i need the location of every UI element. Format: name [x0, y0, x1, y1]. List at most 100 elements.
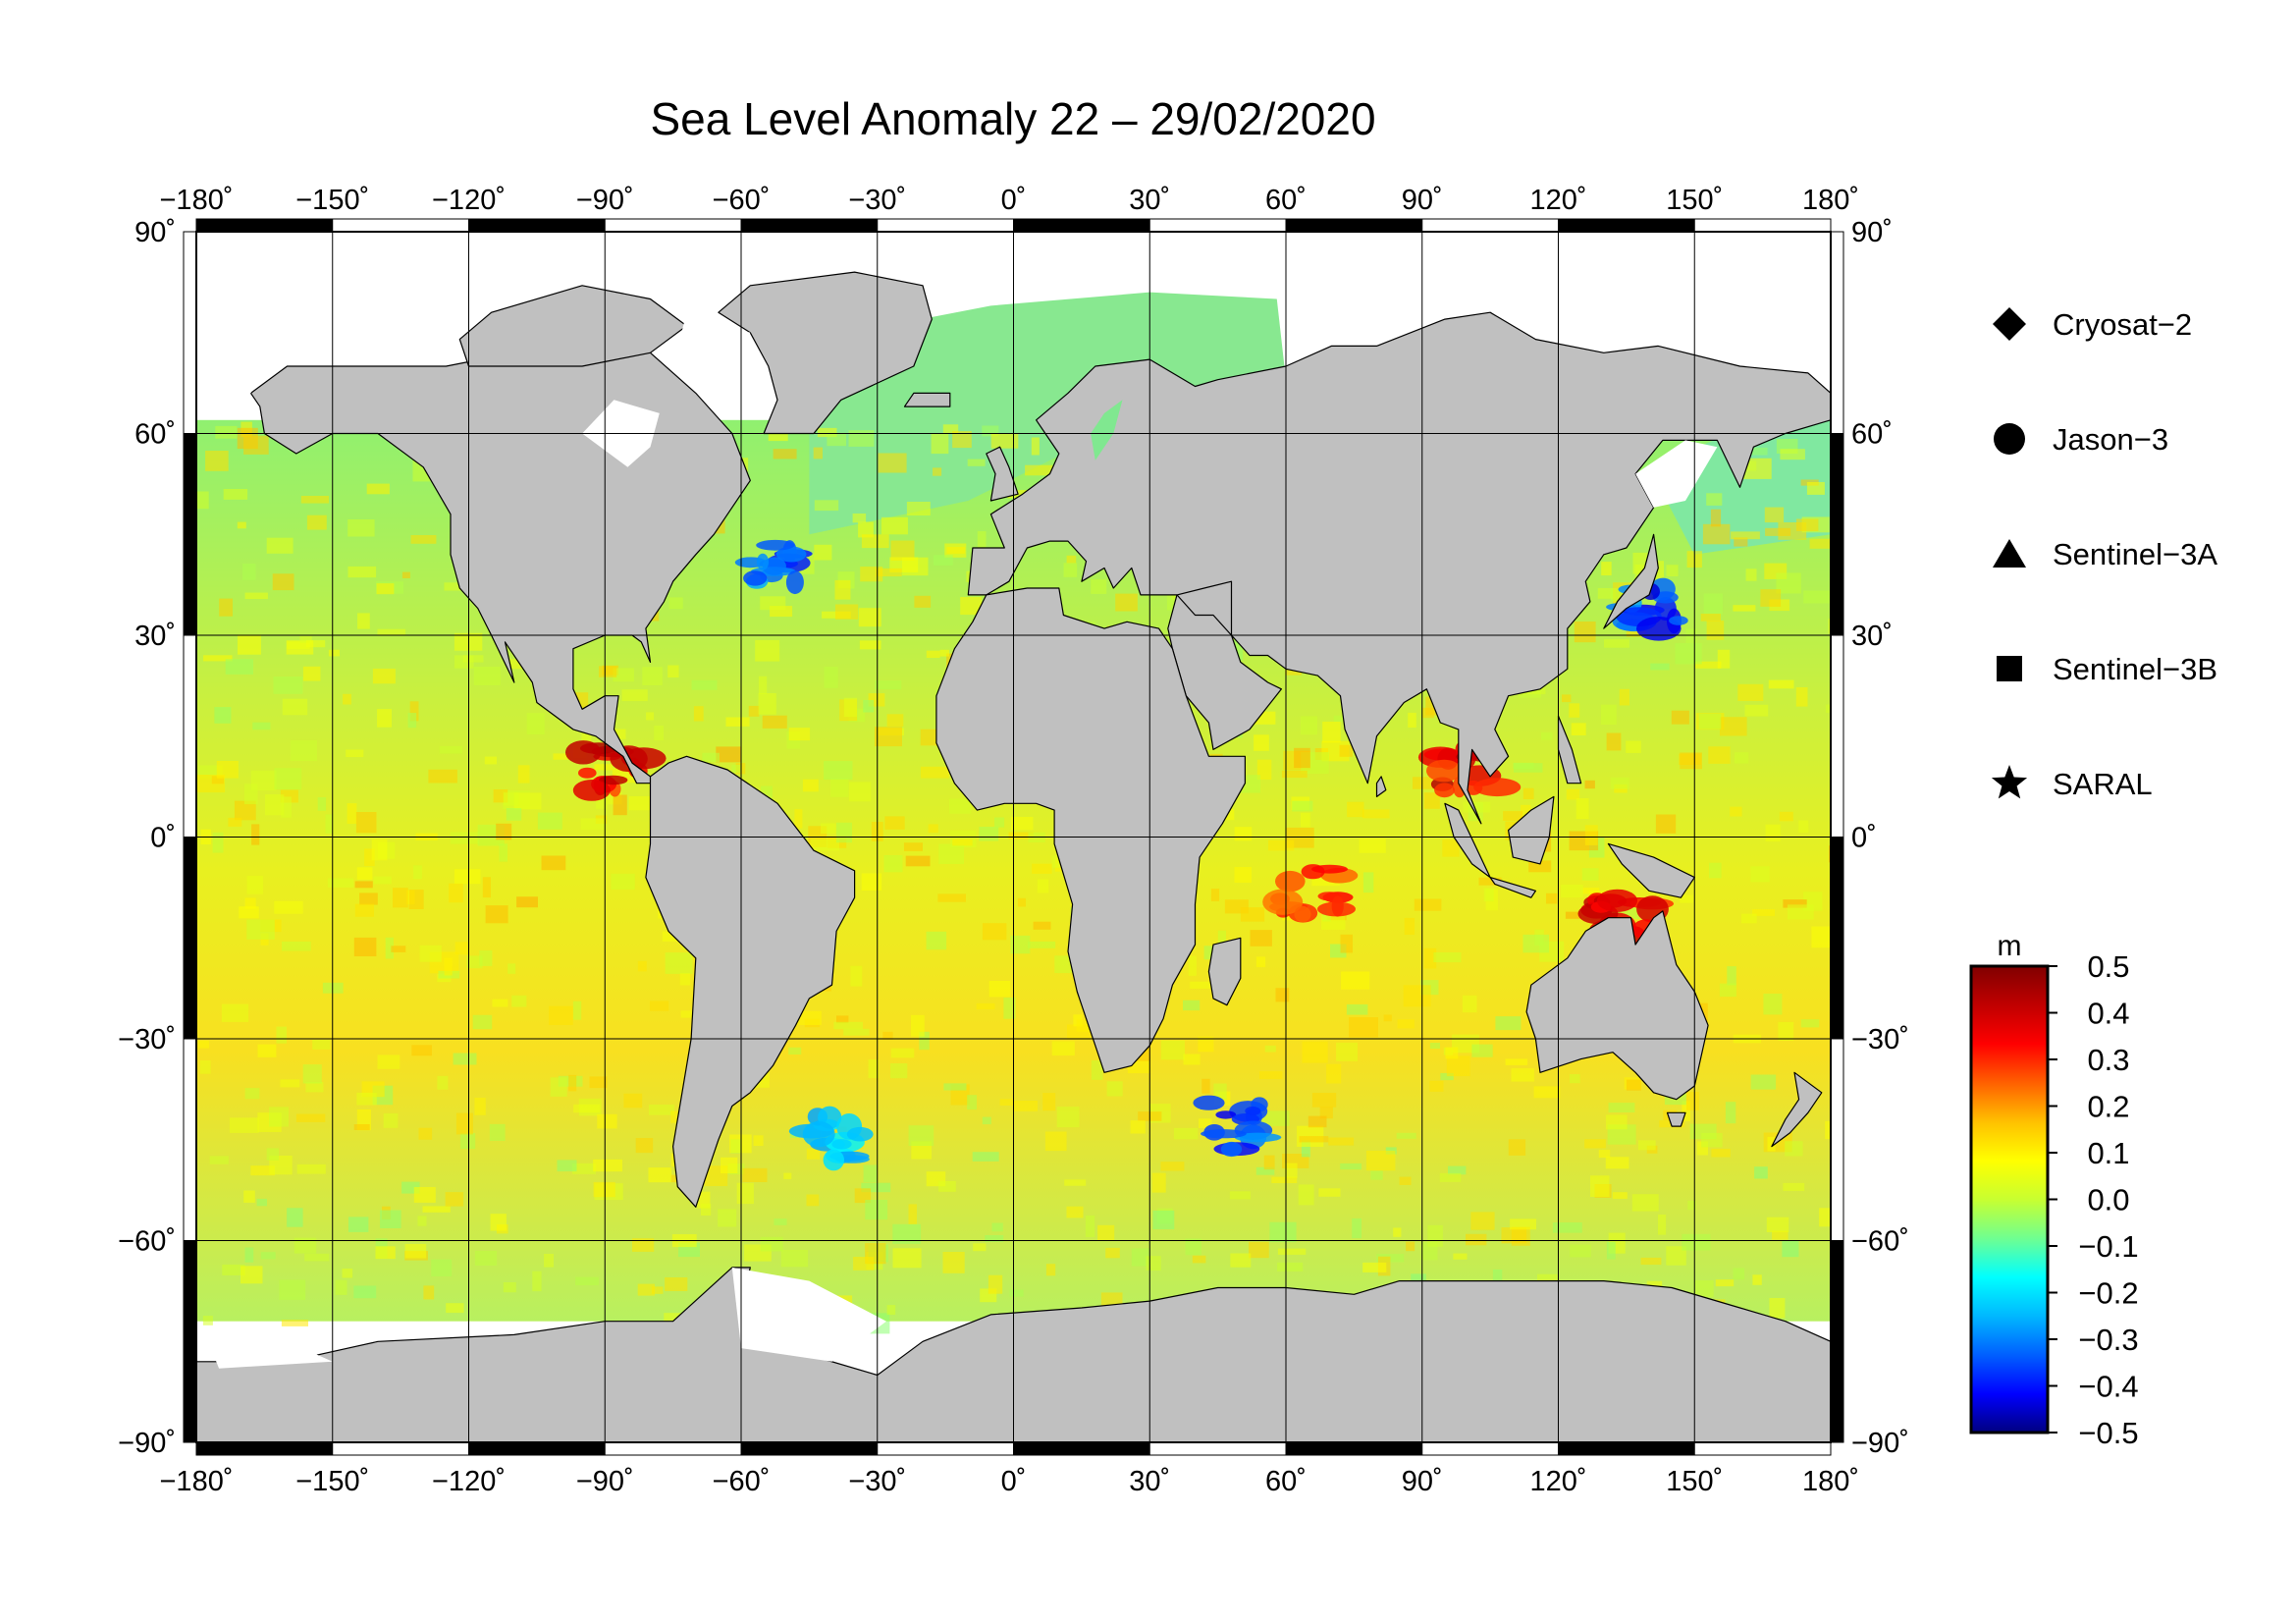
anomaly-speckle	[327, 878, 354, 888]
anomaly-speckle	[977, 531, 987, 549]
anomaly-speckle	[1003, 997, 1016, 1019]
anomaly-speckle	[516, 896, 538, 908]
anomaly-speckle	[848, 782, 872, 802]
anomaly-speckle	[353, 1124, 370, 1130]
anomaly-speckle	[356, 1092, 377, 1106]
anomaly-speckle	[1703, 593, 1724, 615]
anomaly-speckle	[1766, 1217, 1789, 1232]
anomaly-speckle	[215, 425, 238, 439]
anomaly-speckle	[1495, 1016, 1522, 1031]
star-icon	[1991, 765, 2028, 799]
longitude-tick-label: −150˚	[295, 185, 369, 216]
anomaly-speckle	[473, 667, 501, 685]
anomaly-speckle	[1403, 985, 1431, 1007]
anomaly-speckle	[637, 1283, 655, 1296]
anomaly-speckle	[581, 727, 592, 745]
anomaly-speckle	[821, 823, 836, 835]
anomaly-speckle	[1796, 518, 1819, 531]
longitude-tick-label: 60˚	[1265, 1466, 1307, 1497]
anomaly-speckle	[1213, 1083, 1227, 1100]
anomaly-speckle	[1264, 1045, 1276, 1053]
eurasia	[967, 311, 1831, 825]
anomaly-speckle	[1311, 1093, 1337, 1108]
anomaly-speckle	[266, 537, 294, 554]
anomaly-speckle	[1210, 889, 1220, 901]
anomaly-speckle	[444, 582, 471, 591]
anomaly-speckle	[1299, 1136, 1329, 1143]
anomaly-speckle	[305, 1081, 324, 1093]
anomaly-speckle	[342, 1269, 353, 1278]
anomaly-speckle	[886, 1305, 896, 1316]
anomaly-blob	[578, 767, 597, 779]
anomaly-speckle	[863, 1164, 878, 1183]
baffin-ice	[672, 312, 751, 380]
anomaly-speckle	[1606, 732, 1622, 751]
weddell-ice	[731, 1267, 886, 1362]
anomaly-blob	[775, 546, 807, 563]
anomaly-speckle	[1445, 1047, 1459, 1059]
anomaly-speckle	[1566, 788, 1580, 800]
anomaly-speckle	[650, 1001, 669, 1011]
anomaly-speckle	[260, 1252, 276, 1260]
anomaly-speckle	[1308, 1115, 1327, 1128]
anomaly-speckle	[654, 726, 664, 740]
border-segment-bottom	[1285, 1441, 1423, 1456]
anomaly-speckle	[1631, 1194, 1659, 1212]
anomaly-speckle	[503, 1282, 516, 1293]
border-segment-left	[183, 837, 197, 1040]
anomaly-speckle	[1640, 1257, 1662, 1266]
anomaly-speckle	[364, 848, 375, 867]
anomaly-speckle	[1063, 563, 1078, 577]
longitude-tick-label: −90˚	[576, 1466, 634, 1497]
anomaly-speckle	[202, 1316, 213, 1325]
anomaly-speckle	[404, 1244, 427, 1259]
anomaly-speckle	[1271, 1176, 1298, 1183]
anomaly-speckle	[296, 1163, 326, 1174]
anomaly-speckle	[252, 722, 271, 730]
anomaly-speckle	[1552, 1222, 1582, 1233]
anomaly-speckle	[537, 812, 562, 830]
uk	[986, 446, 1019, 502]
anomaly-speckle	[762, 715, 787, 729]
anomaly-speckle	[225, 659, 253, 675]
anomaly-speckle	[354, 903, 374, 917]
anomaly-speckle	[1695, 661, 1722, 669]
longitude-tick-label: −60˚	[713, 185, 771, 216]
anomaly-speckle	[1700, 614, 1721, 622]
anomaly-speckle	[417, 1216, 427, 1226]
longitude-tick-label: −30˚	[848, 1466, 906, 1497]
latitude-tick-label: −60˚	[1851, 1226, 1909, 1258]
anomaly-speckle	[557, 1160, 577, 1172]
anomaly-speckle	[1347, 801, 1364, 818]
longitude-tick-label: −120˚	[432, 185, 506, 216]
anomaly-speckle	[1249, 1241, 1269, 1259]
anomaly-speckle	[1453, 1253, 1468, 1260]
anomaly-speckle	[854, 1188, 872, 1204]
anomaly-speckle	[594, 764, 614, 771]
anomaly-speckle	[409, 701, 419, 722]
anomaly-speckle	[1741, 913, 1757, 924]
map-title: Sea Level Anomaly 22 – 29/02/2020	[650, 93, 1375, 144]
anomaly-speckle	[265, 794, 285, 816]
anomaly-speckle	[952, 431, 972, 449]
anomaly-speckle	[1561, 884, 1583, 898]
anomaly-speckle	[999, 1099, 1014, 1106]
latitude-tick-label: −90˚	[118, 1428, 176, 1459]
anomaly-speckle	[355, 812, 377, 834]
anomaly-speckle	[1340, 934, 1353, 953]
colorbar-tick-label: −0.1	[2078, 1229, 2138, 1264]
anomaly-speckle	[985, 1235, 1004, 1242]
anomaly-blob	[785, 570, 804, 595]
anomaly-speckle	[637, 960, 647, 972]
anomaly-speckle	[1183, 1000, 1201, 1011]
anomaly-speckle	[256, 1198, 267, 1207]
anomaly-speckle	[1462, 995, 1477, 1013]
anomaly-speckle	[328, 649, 340, 657]
anomaly-speckle	[573, 1104, 601, 1113]
anomaly-speckle	[353, 1285, 377, 1299]
anomaly-speckle	[806, 1148, 821, 1160]
anomaly-speckle	[729, 1134, 752, 1154]
anomaly-speckle	[768, 433, 788, 442]
anomaly-patch	[1193, 1095, 1282, 1158]
okhotsk-ice	[1635, 440, 1718, 508]
